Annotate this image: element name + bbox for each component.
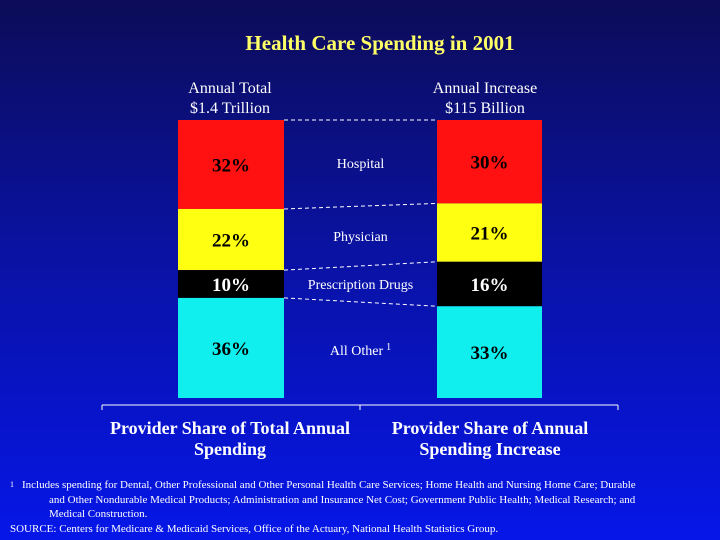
connector-line	[283, 261, 438, 271]
bar-segment-prescription-drugs-2	[437, 261, 542, 307]
bar-segment-hospital-2	[437, 120, 542, 204]
value-label-physician-1: 22%	[212, 231, 250, 252]
legend-label-prescription-drugs: Prescription Drugs	[308, 278, 413, 293]
bottom-left-label: Provider Share of Total Annual Spending	[95, 418, 365, 460]
footnote: 1 Includes spending for Dental, Other Pro…	[10, 478, 710, 536]
value-label-prescription-drugs-1: 10%	[212, 275, 250, 296]
legend-footnote-marker: 1	[386, 342, 391, 353]
left-header-line1: Annual Total	[188, 80, 272, 97]
right-header-line2: $115 Billion	[445, 100, 525, 117]
value-label-all-other-2: 33%	[471, 343, 509, 364]
legend-label-hospital: Hospital	[337, 157, 385, 172]
footnote-line2: and Other Nondurable Medical Products; A…	[49, 493, 636, 506]
right-column-header: Annual Increase $115 Billion	[410, 79, 560, 119]
connector-line	[283, 202, 438, 210]
bar-segment-physician-1	[178, 208, 284, 271]
value-label-physician-2: 21%	[471, 224, 509, 245]
bottom-right-line1: Provider Share of Annual	[391, 418, 589, 438]
footnote-line1-text: Includes spending for Dental, Other Prof…	[22, 479, 636, 491]
bottom-left-line2: Spending	[193, 439, 267, 459]
legend-label-physician: Physician	[333, 230, 387, 245]
bar-segment-all-other-1	[178, 297, 284, 398]
bottom-right-line2: Spending Increase	[419, 439, 561, 459]
value-label-all-other-1: 36%	[212, 339, 250, 360]
connector-line	[283, 297, 438, 307]
footnote-marker: 1	[10, 480, 14, 489]
left-column-header: Annual Total $1.4 Trillion	[160, 79, 300, 119]
bottom-left-line1: Provider Share of Total Annual	[109, 418, 351, 438]
footnote-line3: Medical Construction.	[49, 508, 148, 520]
bar-segment-physician-2	[437, 203, 542, 262]
bar-segment-prescription-drugs-1	[178, 270, 284, 298]
right-header-line1: Annual Increase	[432, 80, 538, 97]
left-header-line2: $1.4 Trillion	[189, 100, 271, 117]
bar-segment-all-other-2	[437, 306, 542, 398]
legend-label-all-other: All Other 1	[330, 342, 391, 359]
slide-title: Health Care Spending in 2001	[245, 31, 515, 55]
value-label-hospital-1: 32%	[212, 155, 250, 176]
bar-segment-hospital-1	[178, 120, 284, 209]
footnote-line1: 1 Includes spending for Dental, Other Pro…	[10, 478, 710, 493]
bottom-right-label: Provider Share of Annual Spending Increa…	[375, 418, 605, 460]
value-label-hospital-2: 30%	[471, 153, 509, 174]
value-label-prescription-drugs-2: 16%	[471, 275, 509, 296]
footnote-source: SOURCE: Centers for Medicare & Medicaid …	[10, 522, 499, 535]
